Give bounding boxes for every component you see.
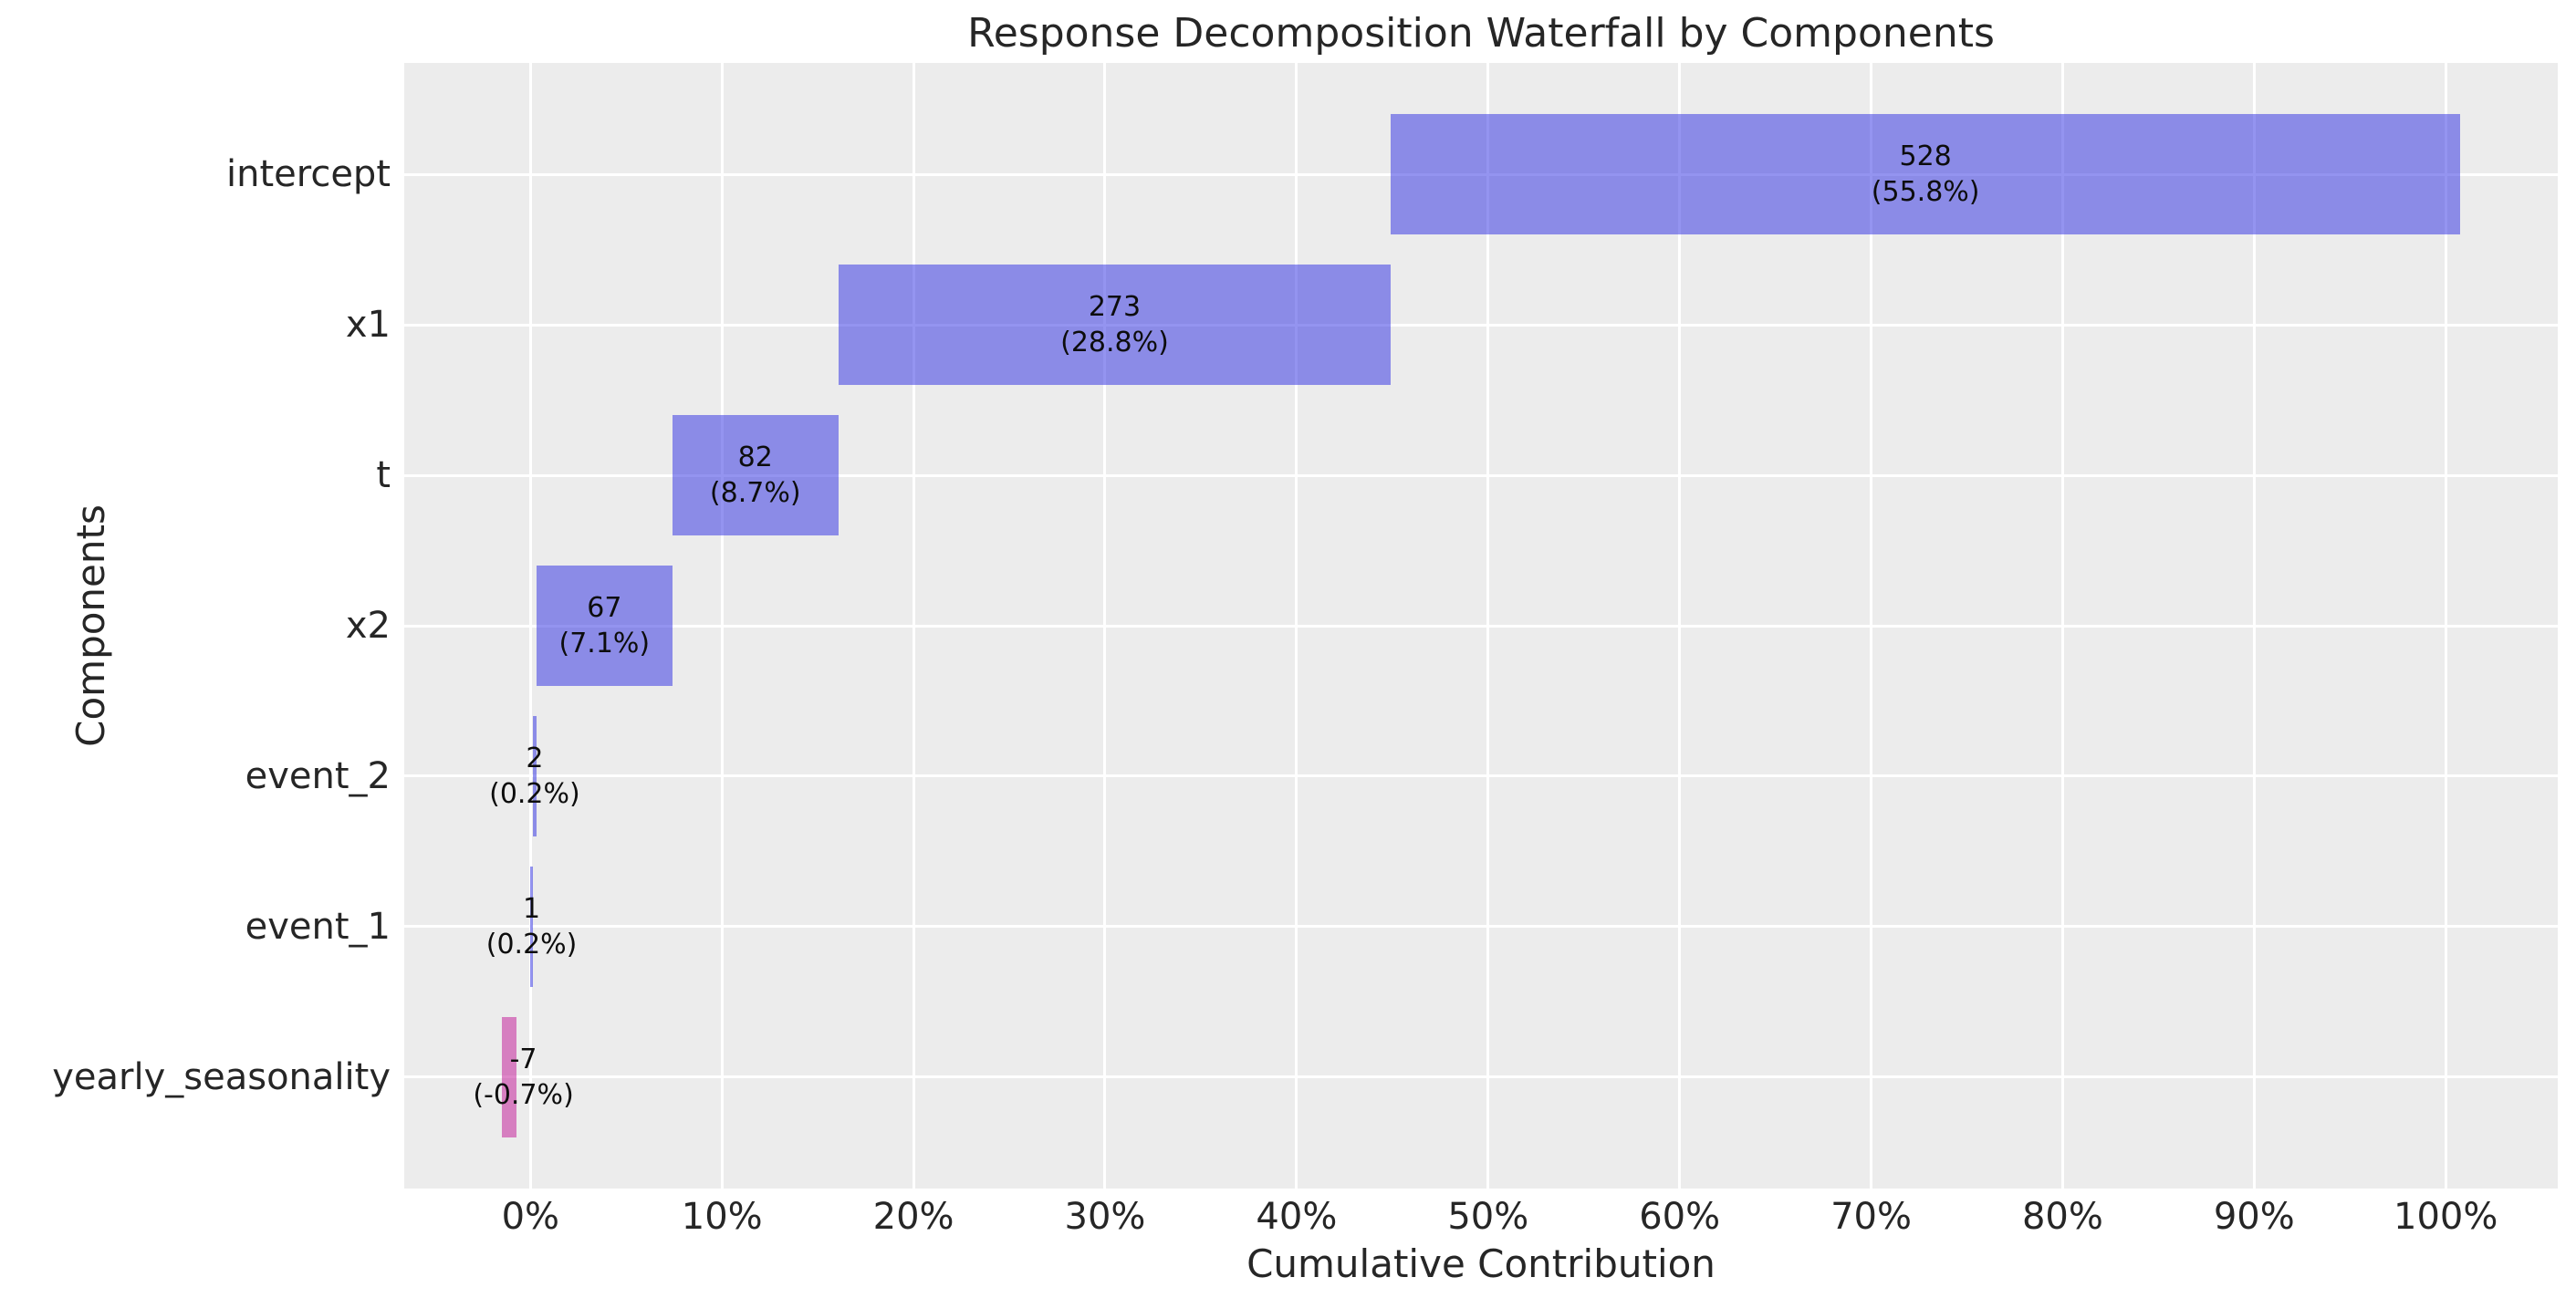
- gridline-y-t: [404, 473, 2558, 477]
- bar-label-event_2: 2 (0.2%): [489, 741, 580, 812]
- bar-label-x2: 67 (7.1%): [559, 590, 651, 661]
- gridline-y-x1: [404, 323, 2558, 327]
- bar-value-event_2: 2: [526, 742, 544, 774]
- x-tick-10%: 10%: [681, 1196, 763, 1238]
- gridline-y-x2: [404, 624, 2558, 628]
- x-tick-20%: 20%: [872, 1196, 954, 1238]
- bar-pct-x2: (7.1%): [558, 628, 651, 659]
- bar-value-x2: 67: [587, 592, 622, 624]
- y-tick-x2: x2: [345, 605, 391, 647]
- chart-title: Response Decomposition Waterfall by Comp…: [967, 10, 1995, 57]
- bar-event_1: [530, 866, 533, 987]
- y-tick-intercept: intercept: [226, 153, 391, 196]
- bar-pct-event_2: (0.2%): [489, 777, 580, 810]
- y-tick-event_2: event_2: [245, 754, 391, 797]
- x-tick-0%: 0%: [501, 1196, 560, 1238]
- y-tick-t: t: [376, 454, 391, 497]
- bar-pct-yearly_seasonality: (-0.7%): [473, 1078, 574, 1111]
- x-tick-60%: 60%: [1639, 1196, 1721, 1238]
- bar-pct-event_1: (0.2%): [485, 928, 578, 961]
- x-tick-90%: 90%: [2213, 1196, 2295, 1238]
- bar-t: [672, 415, 839, 535]
- x-tick-100%: 100%: [2393, 1196, 2498, 1238]
- y-axis-label-text: Components: [68, 504, 113, 747]
- bar-pct-t: (8.7%): [709, 477, 801, 510]
- bar-intercept: [1391, 114, 2460, 235]
- bar-yearly_seasonality: [502, 1016, 516, 1137]
- bar-x2: [537, 566, 673, 686]
- gridline-y-event_2: [404, 774, 2558, 778]
- x-tick-80%: 80%: [2021, 1196, 2103, 1238]
- y-tick-yearly_seasonality: yearly_seasonality: [52, 1055, 391, 1098]
- bar-value-yearly_seasonality: -7: [509, 1043, 537, 1075]
- bar-label-yearly_seasonality: -7 (-0.7%): [473, 1042, 573, 1113]
- bar-event_2: [532, 715, 537, 836]
- bar-value-t: 82: [737, 441, 773, 474]
- bar-value-event_1: 1: [523, 892, 541, 925]
- bar-pct-x1: (28.8%): [1060, 327, 1169, 359]
- y-tick-x1: x1: [345, 304, 391, 347]
- gridline-y-event_1: [404, 925, 2558, 929]
- bar-pct-intercept: (55.8%): [1871, 176, 1980, 209]
- bar-label-t: 82 (8.7%): [710, 440, 801, 511]
- x-tick-30%: 30%: [1064, 1196, 1146, 1238]
- plot-area: 528 (55.8%) 273 (28.8%) 82 (8.7%) 67 (7.1%) 2 (0.…: [404, 63, 2558, 1189]
- bar-label-intercept: 528 (55.8%): [1872, 139, 1980, 210]
- bar-x1: [838, 265, 1392, 386]
- bar-value-x1: 273: [1088, 291, 1142, 324]
- x-tick-50%: 50%: [1447, 1196, 1529, 1238]
- bar-label-event_1: 1 (0.2%): [486, 891, 578, 962]
- y-tick-event_1: event_1: [245, 905, 391, 948]
- x-tick-40%: 40%: [1256, 1196, 1338, 1238]
- gridline-y-yearly_seasonality: [404, 1075, 2558, 1079]
- x-axis-label: Cumulative Contribution: [1246, 1241, 1716, 1286]
- bar-value-intercept: 528: [1899, 140, 1952, 173]
- x-tick-70%: 70%: [1830, 1196, 1912, 1238]
- bar-label-x1: 273 (28.8%): [1060, 289, 1169, 360]
